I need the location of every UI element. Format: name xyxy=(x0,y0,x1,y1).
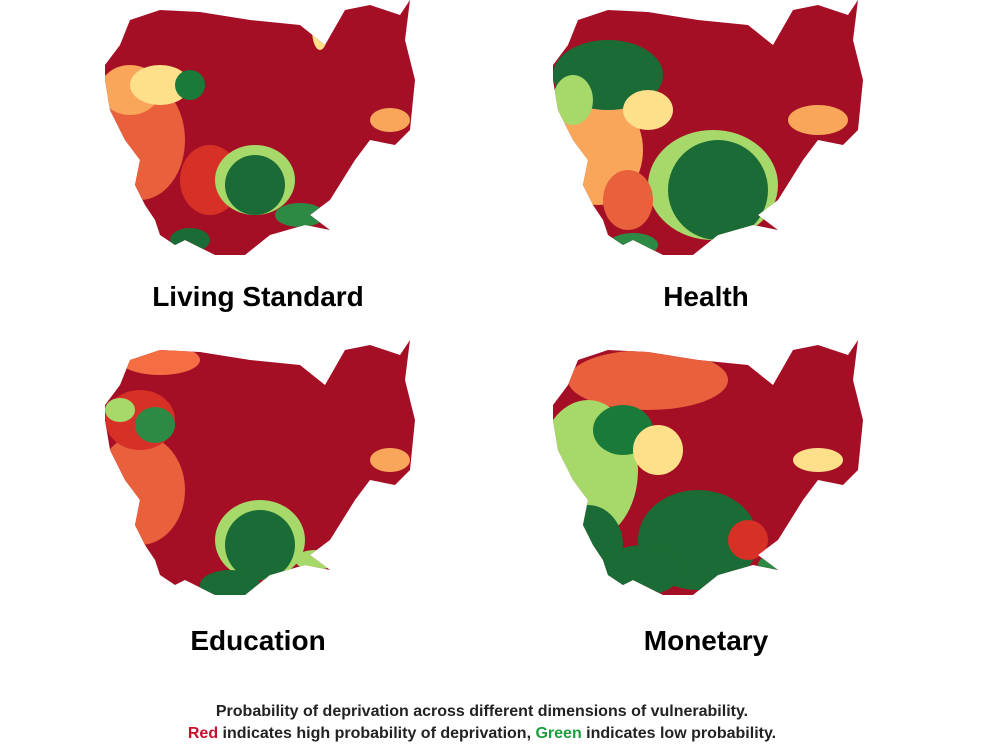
caption-text: indicates high probability of deprivatio… xyxy=(218,725,535,742)
panel-title: Health xyxy=(663,281,749,312)
map xyxy=(553,340,863,595)
caption-red: Red xyxy=(188,725,218,742)
map xyxy=(105,340,415,595)
panel-title: Living Standard xyxy=(152,281,364,312)
panel-title: Education xyxy=(190,625,325,656)
caption-text: indicates low probability. xyxy=(582,725,776,742)
caption-green: Green xyxy=(535,725,581,742)
map xyxy=(105,0,415,255)
caption: Probability of deprivation across differ… xyxy=(216,703,748,720)
caption: Red indicates high probability of depriv… xyxy=(188,725,776,742)
map xyxy=(553,0,863,255)
panel-title: Monetary xyxy=(644,625,769,656)
